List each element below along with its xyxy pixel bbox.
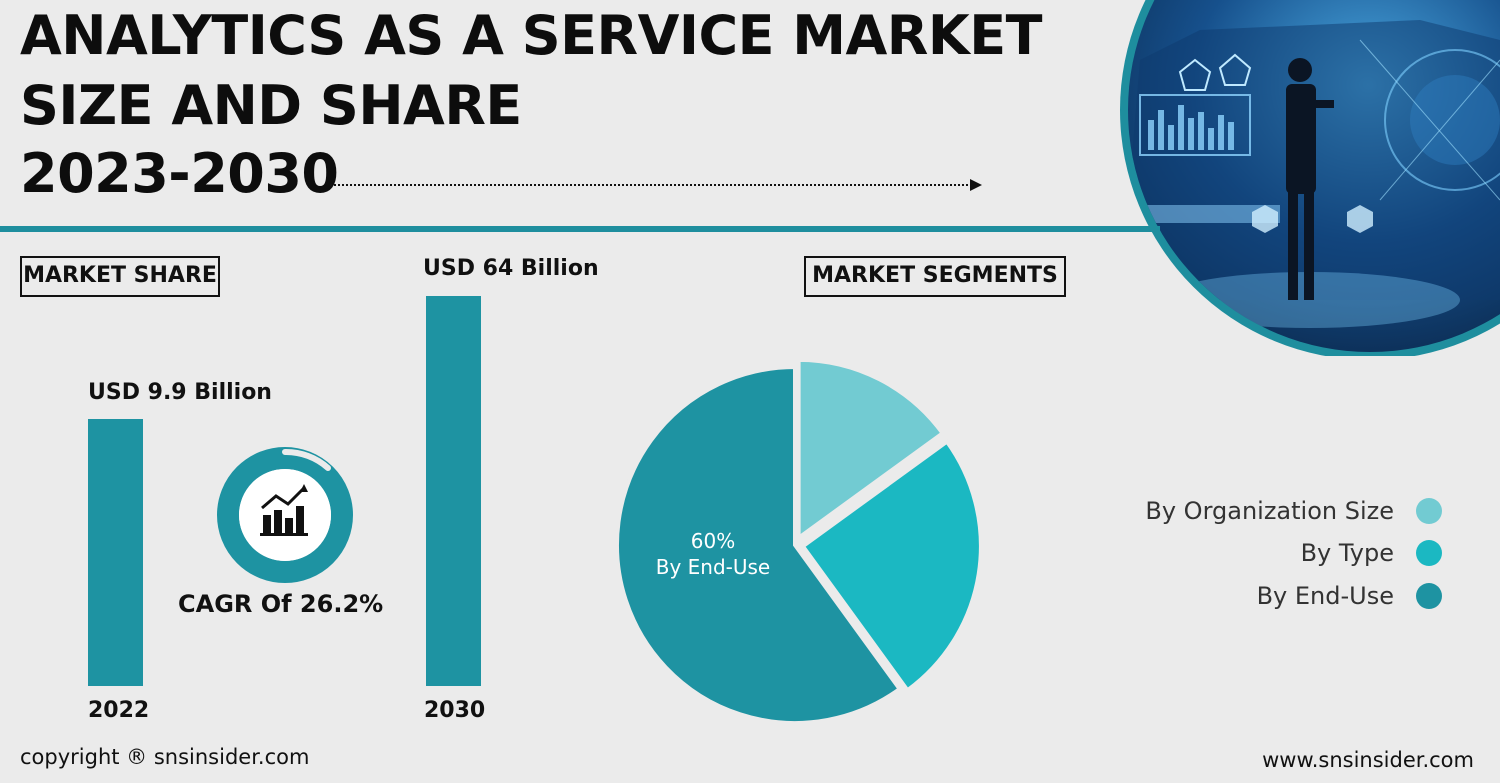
- bar-chart-trend-icon: [260, 484, 308, 536]
- legend-label: By Organization Size: [1145, 497, 1394, 525]
- bar-value-label-2030: USD 64 Billion: [423, 256, 599, 281]
- bar-category-label-2022: 2022: [88, 698, 150, 723]
- legend-label: By Type: [1300, 539, 1394, 567]
- website-link[interactable]: www.snsinsider.com: [1262, 748, 1474, 772]
- arrow-head-icon: [970, 179, 982, 191]
- gauge-ring: [217, 447, 353, 583]
- legend-swatch: [1416, 583, 1442, 609]
- market-share-label: MARKET SHARE: [20, 256, 220, 297]
- bar-value-label-2022: USD 9.9 Billion: [88, 380, 272, 405]
- title-line-3: 2023-2030: [20, 142, 339, 205]
- pie-center-label: By End-Use: [656, 555, 771, 579]
- pie-slice-by-organization-size: [796, 360, 946, 542]
- pie-slice-by-type: [800, 438, 983, 694]
- pie-center-percent: 60%: [691, 529, 735, 553]
- bar-category-label-2030: 2030: [424, 698, 486, 723]
- market-segments-pie: 60% By End-Use: [615, 360, 983, 725]
- pie-slice-by-end-use: [615, 364, 903, 725]
- title-line-2: SIZE AND SHARE: [20, 74, 522, 137]
- divider-rule: [0, 226, 1160, 232]
- legend-item-end-use: By End-Use: [1257, 581, 1442, 611]
- gauge-inner: [239, 469, 331, 561]
- legend-item-organization-size: By Organization Size: [1145, 496, 1442, 526]
- bar-2030: [426, 296, 481, 686]
- gauge-highlight: [282, 448, 331, 471]
- legend-swatch: [1416, 498, 1442, 524]
- legend-swatch: [1416, 540, 1442, 566]
- copyright-text: copyright ® snsinsider.com: [20, 745, 310, 769]
- legend-label: By End-Use: [1256, 582, 1394, 610]
- bar-2022: [88, 419, 143, 686]
- title-line-1: ANALYTICS AS A SERVICE MARKET: [20, 4, 1042, 67]
- dotted-arrow-line: [330, 184, 972, 186]
- legend-item-type: By Type: [1301, 538, 1442, 568]
- market-segments-label: MARKET SEGMENTS: [804, 256, 1066, 297]
- hero-illustration: [1120, 0, 1500, 356]
- cagr-label: CAGR Of 26.2%: [178, 590, 384, 618]
- cagr-gauge: [217, 447, 353, 583]
